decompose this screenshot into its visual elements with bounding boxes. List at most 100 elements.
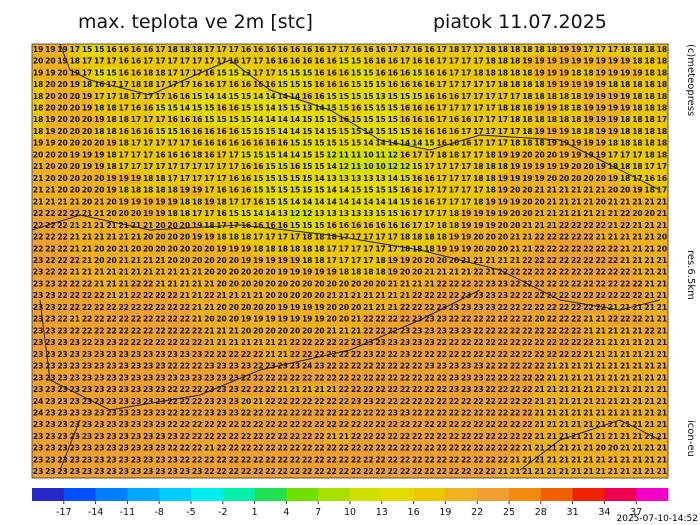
cell-color bbox=[386, 114, 400, 127]
cell-value: 17 bbox=[339, 244, 349, 253]
cell-value: 22 bbox=[302, 467, 312, 476]
cell-color bbox=[631, 55, 644, 68]
cell-value: 17 bbox=[131, 139, 141, 148]
cell-value: 19 bbox=[241, 315, 251, 324]
cell-value: 17 bbox=[473, 45, 483, 54]
cell-value: 23 bbox=[143, 362, 153, 371]
cell-value: 15 bbox=[388, 92, 398, 101]
cell-value: 18 bbox=[657, 139, 667, 148]
cell-value: 16 bbox=[400, 186, 410, 195]
cell-value: 17 bbox=[216, 80, 226, 89]
colorbar-label: -14 bbox=[88, 507, 104, 518]
cell-value: 17 bbox=[449, 174, 459, 183]
cell-value: 15 bbox=[339, 139, 349, 148]
cell-value: 23 bbox=[94, 455, 104, 464]
cell-color bbox=[643, 67, 657, 80]
cell-value: 19 bbox=[473, 209, 483, 218]
cell-value: 19 bbox=[45, 45, 55, 54]
cell-color bbox=[655, 102, 669, 115]
cell-value: 19 bbox=[620, 92, 630, 101]
cell-value: 19 bbox=[388, 268, 398, 277]
cell-color bbox=[374, 79, 387, 92]
cell-value: 21 bbox=[94, 209, 104, 218]
cell-value: 22 bbox=[534, 256, 544, 265]
cell-value: 18 bbox=[632, 80, 642, 89]
cell-value: 21 bbox=[657, 444, 667, 453]
cell-value: 23 bbox=[57, 397, 67, 406]
cell-value: 17 bbox=[473, 57, 483, 66]
cell-color bbox=[117, 114, 131, 127]
cell-value: 23 bbox=[498, 291, 508, 300]
cell-value: 17 bbox=[326, 45, 336, 54]
cell-value: 22 bbox=[278, 420, 288, 429]
cell-value: 22 bbox=[498, 315, 508, 324]
cell-value: 22 bbox=[437, 467, 447, 476]
cell-color bbox=[362, 90, 375, 103]
cell-value: 18 bbox=[644, 68, 654, 77]
cell-value: 22 bbox=[339, 373, 349, 382]
cell-color bbox=[411, 55, 424, 68]
cell-value: 13 bbox=[351, 174, 361, 183]
cell-value: 17 bbox=[229, 150, 239, 159]
cell-value: 21 bbox=[388, 303, 398, 312]
cell-value: 15 bbox=[302, 139, 312, 148]
cell-value: 22 bbox=[339, 408, 349, 417]
cell-value: 22 bbox=[326, 362, 336, 371]
cell-value: 20 bbox=[106, 256, 116, 265]
cell-value: 22 bbox=[351, 420, 361, 429]
cell-value: 20 bbox=[278, 326, 288, 335]
cell-color bbox=[509, 102, 522, 115]
cell-value: 22 bbox=[351, 432, 361, 441]
cell-value: 21 bbox=[326, 326, 336, 335]
cell-value: 18 bbox=[473, 197, 483, 206]
cell-color bbox=[411, 114, 424, 127]
cell-value: 20 bbox=[57, 162, 67, 171]
cell-value: 22 bbox=[326, 373, 336, 382]
cell-value: 21 bbox=[547, 467, 557, 476]
cell-value: 17 bbox=[400, 57, 410, 66]
cell-value: 19 bbox=[106, 186, 116, 195]
cell-value: 17 bbox=[473, 92, 483, 101]
cell-value: 23 bbox=[45, 467, 55, 476]
cell-value: 23 bbox=[437, 315, 447, 324]
cell-value: 16 bbox=[278, 45, 288, 54]
cell-value: 15 bbox=[314, 186, 324, 195]
cell-value: 19 bbox=[583, 150, 593, 159]
cell-value: 19 bbox=[70, 80, 80, 89]
cell-value: 14 bbox=[388, 197, 398, 206]
cell-value: 16 bbox=[412, 174, 422, 183]
cell-value: 22 bbox=[400, 315, 410, 324]
cell-value: 23 bbox=[45, 315, 55, 324]
cell-value: 16 bbox=[388, 80, 398, 89]
cell-value: 17 bbox=[485, 139, 495, 148]
cell-value: 16 bbox=[229, 186, 239, 195]
cell-value: 15 bbox=[314, 115, 324, 124]
cell-color bbox=[44, 55, 57, 68]
cell-value: 23 bbox=[461, 373, 471, 382]
cell-value: 22 bbox=[449, 350, 459, 359]
cell-color bbox=[423, 90, 436, 103]
cell-value: 20 bbox=[192, 244, 202, 253]
cell-value: 16 bbox=[424, 115, 434, 124]
cell-value: 23 bbox=[449, 373, 459, 382]
cell-value: 14 bbox=[278, 115, 288, 124]
cell-color bbox=[203, 55, 216, 68]
cell-color bbox=[606, 67, 620, 80]
cell-value: 23 bbox=[45, 408, 55, 417]
cell-value: 18 bbox=[632, 127, 642, 136]
cell-value: 22 bbox=[424, 420, 434, 429]
cell-value: 15 bbox=[155, 104, 165, 113]
cell-value: 22 bbox=[302, 350, 312, 359]
cell-value: 19 bbox=[498, 174, 508, 183]
cell-value: 16 bbox=[253, 45, 263, 54]
cell-value: 22 bbox=[351, 350, 361, 359]
cell-value: 18 bbox=[167, 45, 177, 54]
colorbar-segment bbox=[540, 488, 573, 501]
cell-color bbox=[80, 79, 94, 92]
cell-value: 20 bbox=[510, 186, 520, 195]
cell-value: 21 bbox=[583, 385, 593, 394]
cell-value: 19 bbox=[559, 80, 569, 89]
cell-color bbox=[570, 102, 583, 115]
cell-value: 22 bbox=[180, 432, 190, 441]
cell-value: 23 bbox=[180, 350, 190, 359]
